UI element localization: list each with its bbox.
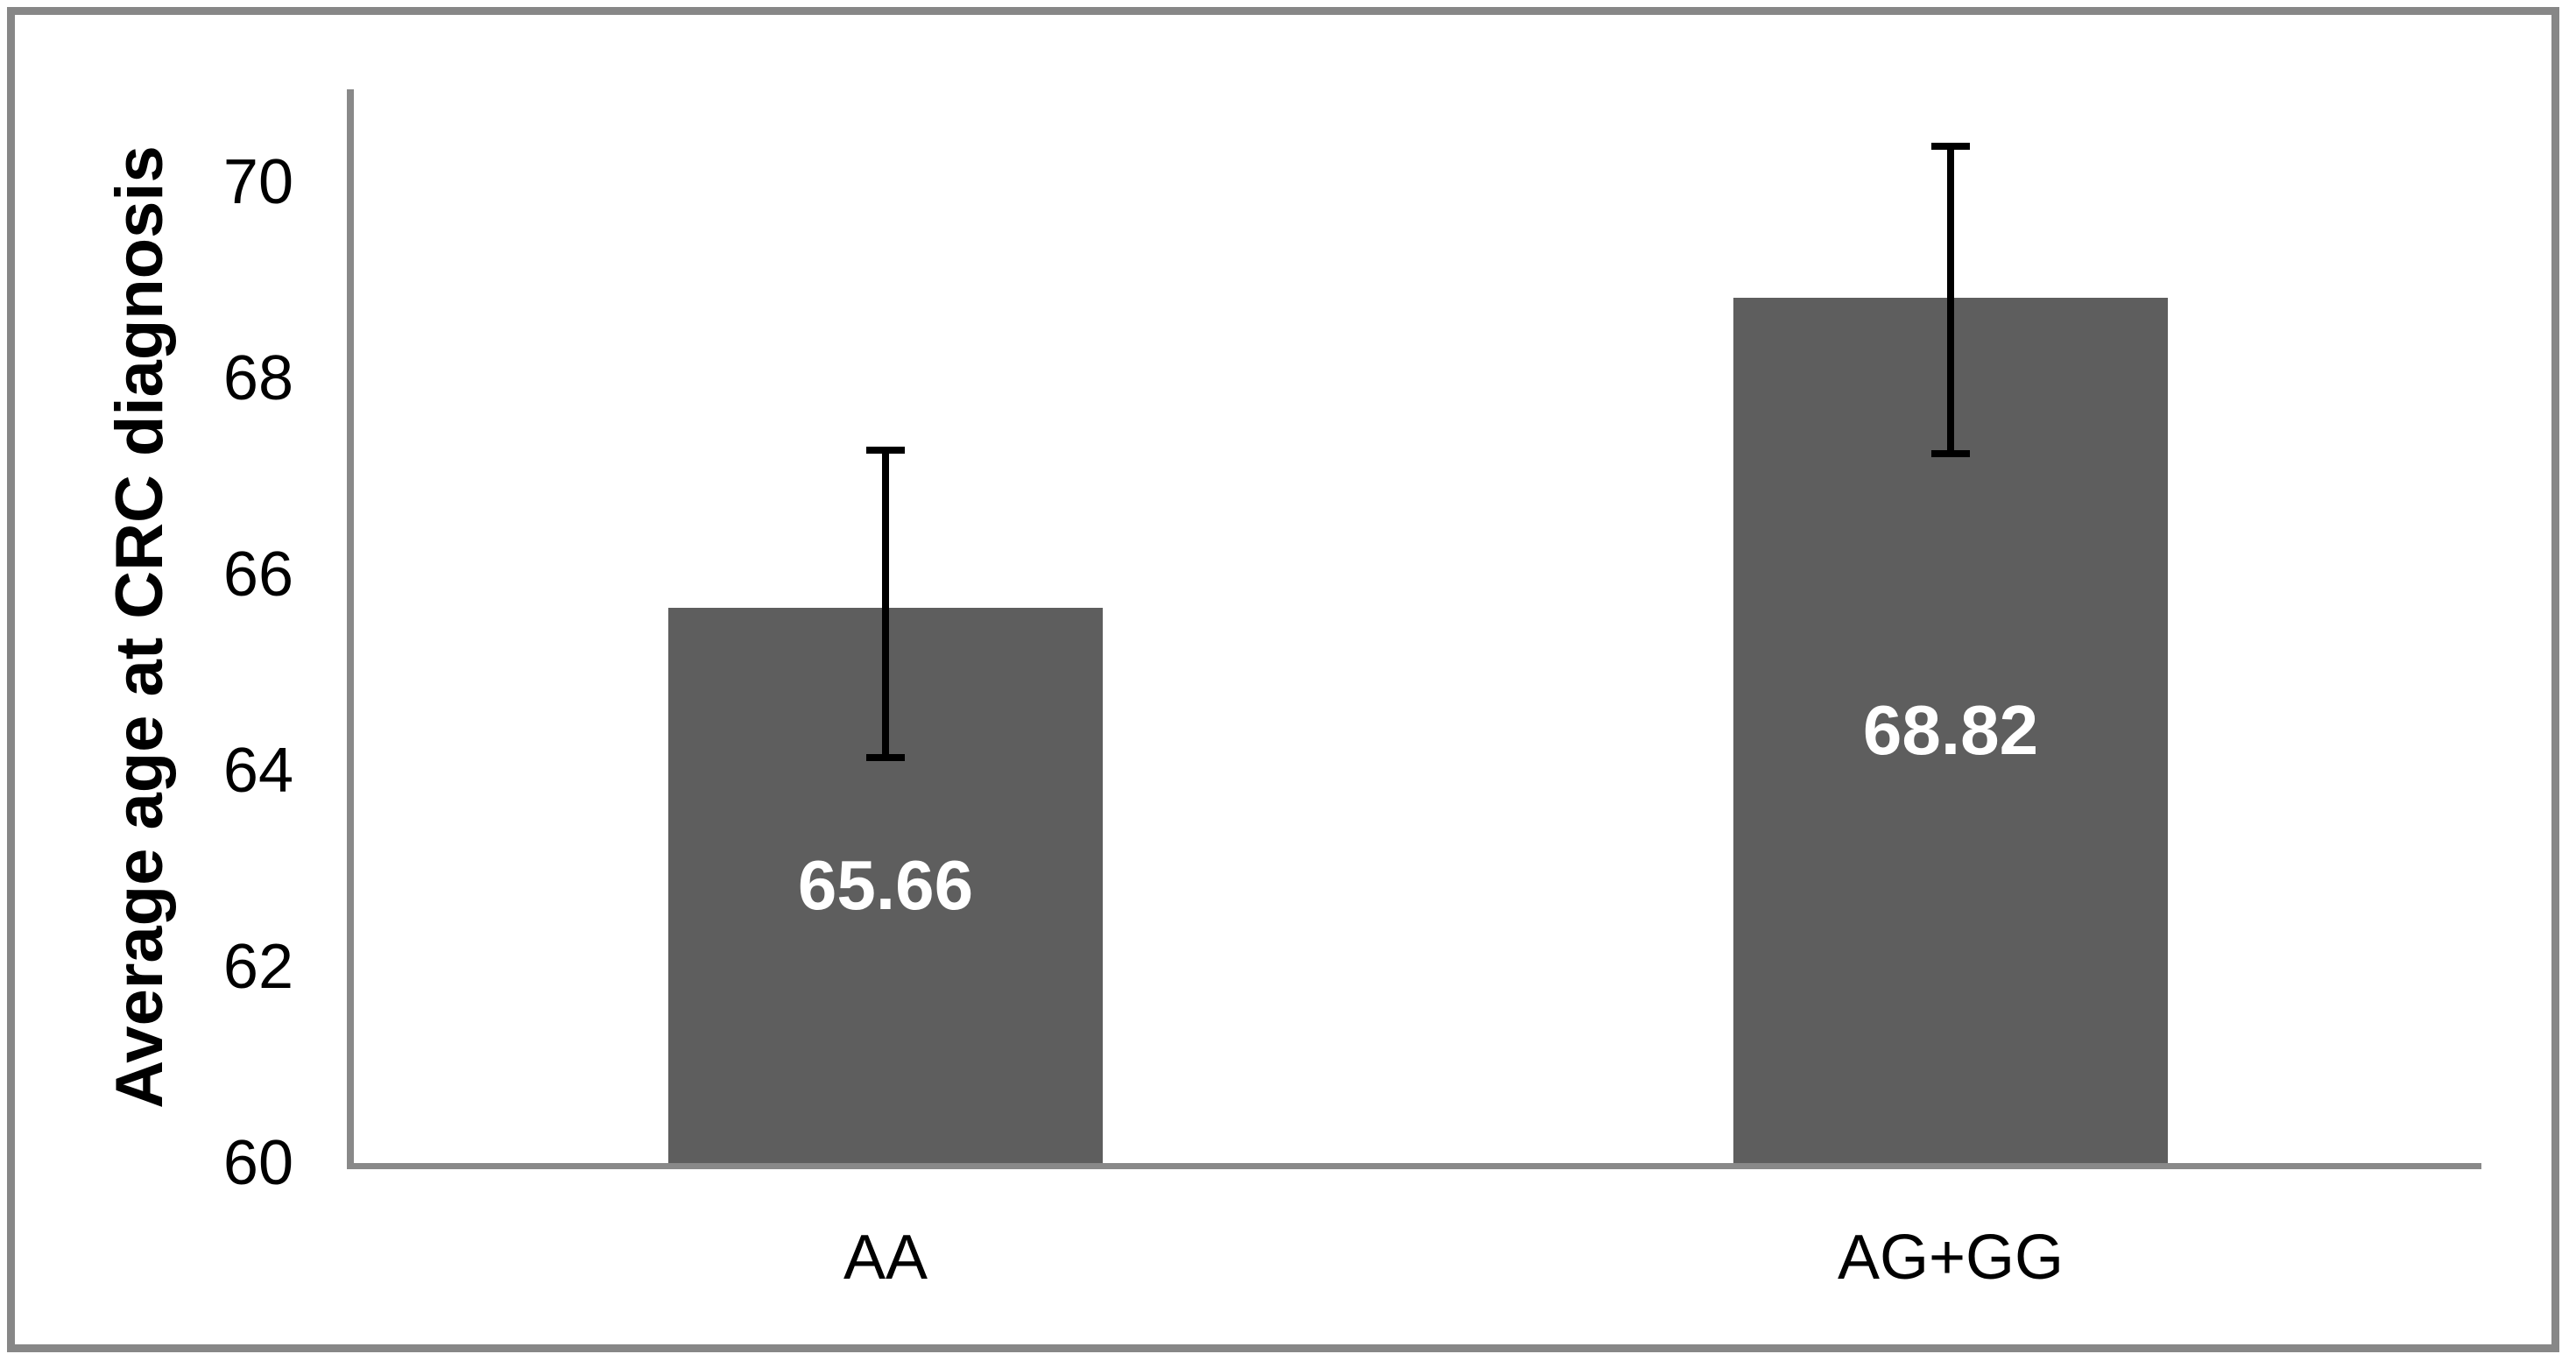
error-bar-line	[1947, 143, 1954, 457]
y-tick-label: 60	[222, 1128, 293, 1198]
bar-value-label: 65.66	[797, 846, 974, 924]
y-tick-label: 68	[222, 343, 293, 413]
bar-value-label: 68.82	[1862, 691, 2039, 769]
error-bar-line	[882, 447, 889, 761]
y-tick-label: 66	[222, 539, 293, 610]
y-axis-line	[347, 89, 354, 1169]
y-tick-label: 62	[222, 932, 293, 1002]
x-tick-label: AG+GG	[1837, 1223, 2064, 1293]
error-bar-bottom-cap	[866, 754, 905, 761]
y-axis-tick-labels: 60 62 64 66 68 70	[0, 0, 293, 1361]
y-tick-label: 64	[222, 736, 293, 806]
error-bar-top-cap	[866, 447, 905, 454]
x-axis-line	[347, 1163, 2481, 1169]
error-bar-top-cap	[1931, 143, 1970, 150]
y-tick-label: 70	[222, 147, 293, 217]
chart-outer-border	[7, 7, 2559, 1352]
x-tick-label: AA	[843, 1223, 928, 1293]
error-bar-bottom-cap	[1931, 450, 1970, 457]
